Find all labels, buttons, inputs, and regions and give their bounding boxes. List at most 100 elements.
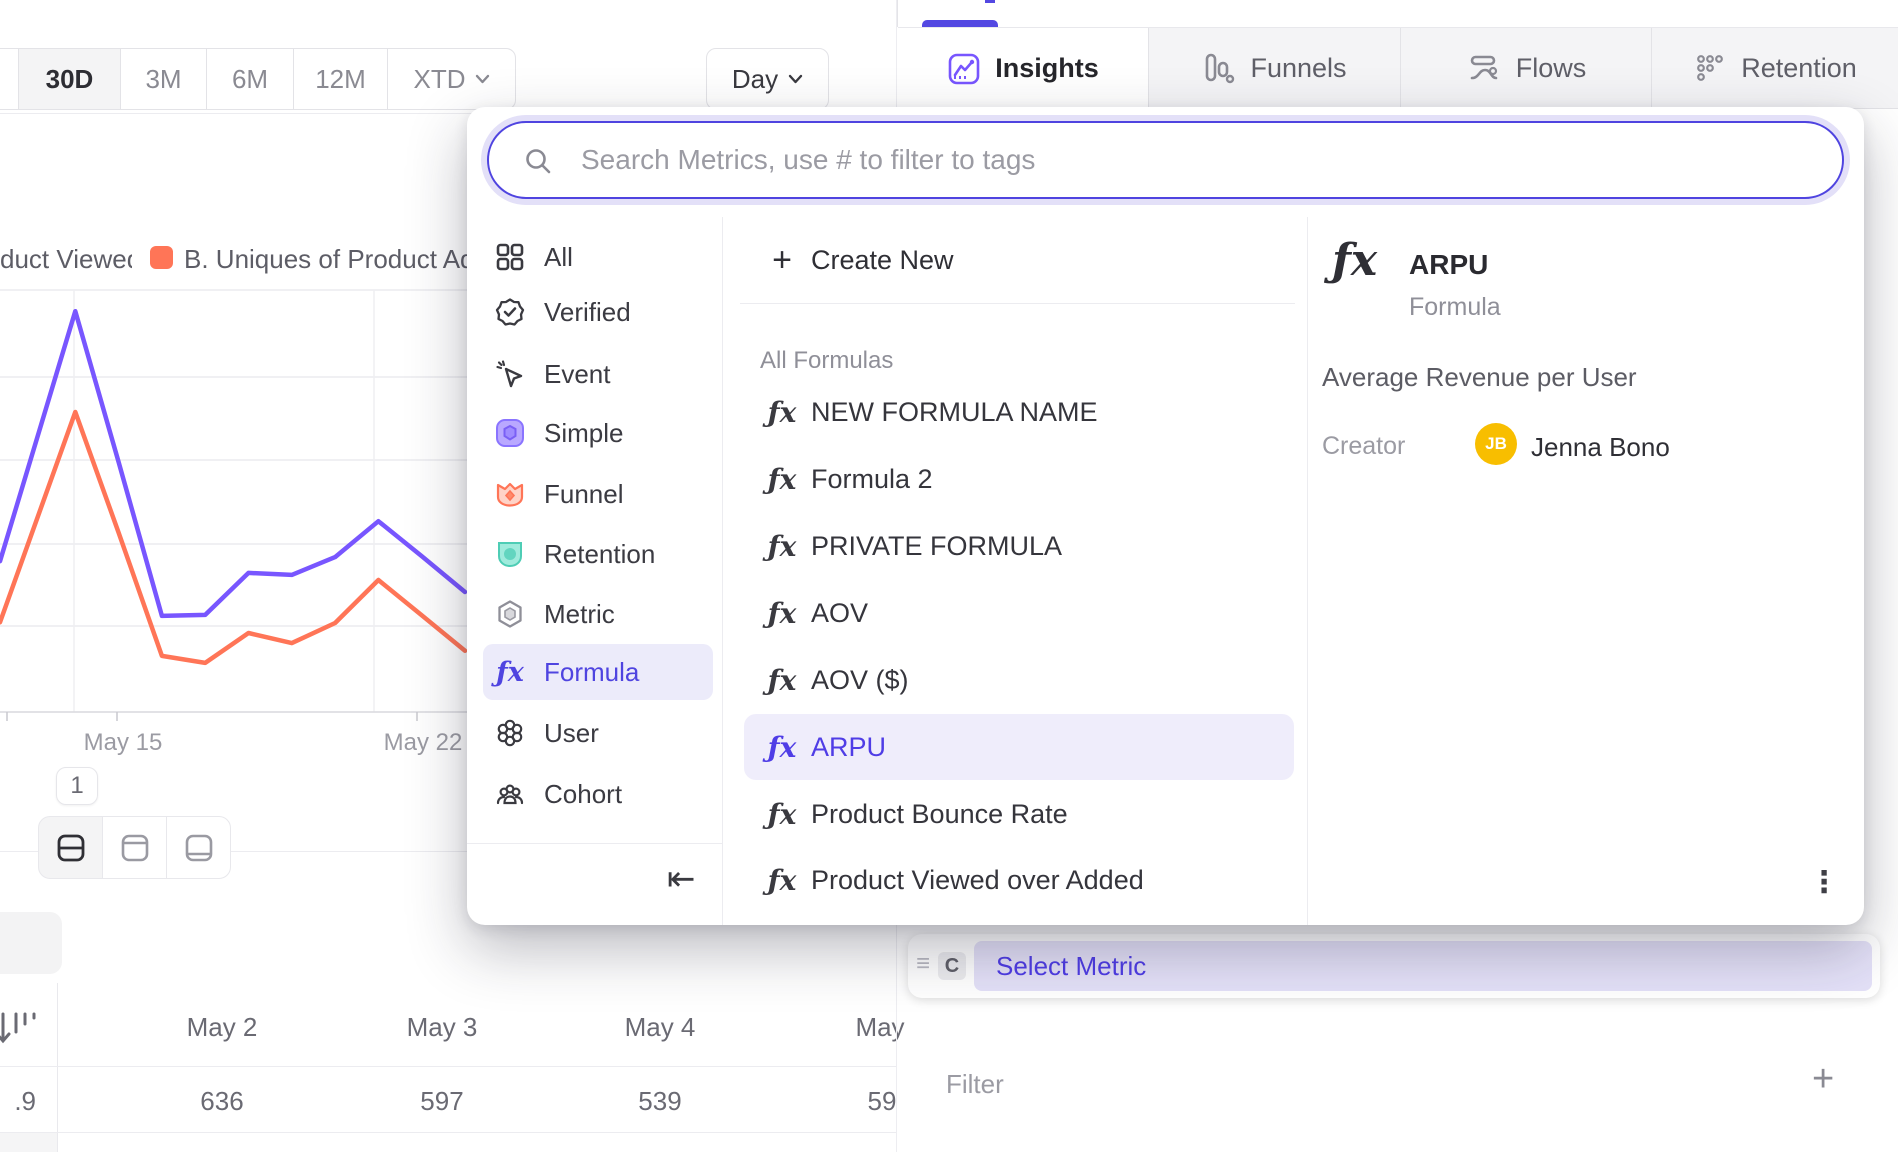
indicator-fragment <box>985 0 995 3</box>
sidebar-item-simple[interactable]: Simple <box>483 405 713 461</box>
formula-item-label: PRIVATE FORMULA <box>811 530 1063 561</box>
chart-gridlines <box>0 289 470 721</box>
fx-icon: ƒx <box>767 797 797 831</box>
tab-funnels-label: Funnels <box>1250 52 1347 83</box>
fx-icon: ƒx <box>767 663 797 697</box>
drag-handle-icon[interactable]: ≡ <box>916 950 931 977</box>
formula-list-item-selected[interactable]: ƒx ARPU <box>744 714 1294 780</box>
tab-retention-label: Retention <box>1741 52 1857 83</box>
page-number-box[interactable]: 1 <box>56 767 98 805</box>
kebab-menu-icon[interactable]: ⋮ <box>1809 866 1839 899</box>
legend-swatch-b <box>150 246 173 269</box>
search-input[interactable] <box>487 121 1844 199</box>
plus-icon: + <box>1812 1058 1835 1100</box>
table-cell: 597 <box>420 1086 464 1116</box>
search-icon <box>523 146 553 176</box>
sidebar-item-verified[interactable]: Verified <box>483 284 713 340</box>
section-divider <box>0 851 467 852</box>
time-range-12m-button[interactable]: 12M <box>293 48 388 110</box>
sidebar-item-event[interactable]: Event <box>483 346 713 402</box>
time-range-3m-button[interactable]: 3M <box>120 48 207 110</box>
layout-bottom-button[interactable] <box>166 816 231 879</box>
tab-retention[interactable]: Retention <box>1651 28 1898 109</box>
sidebar-item-label: Metric <box>544 598 615 629</box>
table-footer-shade <box>0 1133 57 1152</box>
time-range-partial-button[interactable] <box>0 48 19 110</box>
simple-shape-icon <box>494 417 526 449</box>
top-divider <box>897 0 898 27</box>
time-range-30d-button[interactable]: 30D <box>18 48 121 110</box>
formula-list-item[interactable]: ƒx Formula 2 <box>744 446 1294 512</box>
table-cell: 636 <box>200 1086 244 1116</box>
sidebar-item-user[interactable]: User <box>483 705 713 761</box>
x-axis-tick-may15: May 15 <box>83 729 163 756</box>
formula-item-label: Formula 2 <box>811 463 933 494</box>
table-column-header[interactable]: May 4 <box>624 1012 696 1042</box>
sidebar-item-formula[interactable]: ƒx Formula <box>483 644 713 700</box>
formula-list-item[interactable]: ƒx Product Bounce Rate <box>744 781 1294 847</box>
section-header: All Formulas <box>760 347 894 374</box>
formula-list-item[interactable]: ƒx Product Viewed over Added <box>744 847 1294 913</box>
collapse-panel-icon[interactable]: ⇤ <box>667 860 696 898</box>
time-range-6m-button[interactable]: 6M <box>206 48 294 110</box>
sidebar-item-funnel[interactable]: Funnel <box>483 466 713 522</box>
create-new-button[interactable]: + Create New <box>744 229 1294 291</box>
tab-flows[interactable]: Flows <box>1400 28 1651 109</box>
table-cell: 59 <box>867 1086 897 1116</box>
verified-badge-icon <box>494 296 526 328</box>
formula-list-item[interactable]: ƒx PRIVATE FORMULA <box>744 513 1294 579</box>
time-range-xtd-dropdown[interactable]: XTD <box>387 48 516 110</box>
avatar: JB <box>1475 423 1517 465</box>
chart-header-border <box>0 113 900 114</box>
sidebar-item-label: Simple <box>544 417 624 448</box>
line-chart[interactable] <box>0 278 470 778</box>
granularity-dropdown[interactable]: Day <box>706 48 829 110</box>
sort-descending-icon[interactable] <box>0 1010 36 1057</box>
layout-split-button[interactable] <box>38 816 103 879</box>
formula-item-label: NEW FORMULA NAME <box>811 396 1098 427</box>
metric-clause-card: ≡ C Select Metric <box>908 934 1880 998</box>
retention-shape-icon <box>494 538 526 570</box>
creator-name: Jenna Bono <box>1531 432 1670 462</box>
table-column-header[interactable]: May 3 <box>406 1012 478 1042</box>
sidebar-item-label: Event <box>544 358 611 389</box>
time-range-group: 30D 3M 6M 12M XTD <box>0 48 516 110</box>
sidebar-item-label: Verified <box>544 296 631 327</box>
formula-list-item[interactable]: ƒx NEW FORMULA NAME <box>744 379 1294 445</box>
sidebar-divider <box>722 217 723 925</box>
funnels-icon <box>1202 51 1236 85</box>
sidebar-footer-divider <box>467 843 722 844</box>
table-column-header[interactable]: May <box>855 1012 905 1042</box>
select-metric-button[interactable]: Select Metric <box>974 941 1872 991</box>
add-filter-button[interactable]: + <box>1812 1058 1834 1101</box>
layout-toggle-group <box>38 816 231 879</box>
cohort-people-icon <box>494 778 526 810</box>
legend-item-b-label[interactable]: B. Uniques of Product Add <box>184 244 489 274</box>
tab-funnels[interactable]: Funnels <box>1148 28 1400 109</box>
formula-list-item[interactable]: ƒx AOV <box>744 580 1294 646</box>
table-cell: 539 <box>638 1086 682 1116</box>
sidebar-item-label: Retention <box>544 538 656 569</box>
sidebar-item-cohort[interactable]: Cohort <box>483 766 713 822</box>
detail-divider <box>1307 217 1308 925</box>
table-header-border <box>0 1066 896 1067</box>
table-row-border <box>0 1132 896 1133</box>
chart-line-a <box>0 308 468 619</box>
formula-list-item[interactable]: ƒx AOV ($) <box>744 647 1294 713</box>
table-frozen-cell: .9 <box>14 1086 36 1116</box>
creator-label: Creator <box>1322 432 1406 460</box>
legend-item-a-label[interactable]: duct Viewed <box>0 244 132 274</box>
create-new-label: Create New <box>811 244 954 275</box>
sidebar-item-all[interactable]: All <box>483 229 713 285</box>
event-cursor-icon <box>494 358 526 390</box>
sidebar-item-label: Formula <box>544 656 640 687</box>
tab-insights[interactable]: Insights <box>898 28 1148 109</box>
sidebar-item-metric[interactable]: Metric <box>483 586 713 642</box>
table-corner-chip[interactable] <box>0 912 62 974</box>
granularity-label: Day <box>731 63 779 94</box>
layout-top-button[interactable] <box>102 816 167 879</box>
sidebar-item-retention[interactable]: Retention <box>483 526 713 582</box>
active-subtab-indicator <box>922 20 998 28</box>
table-column-header[interactable]: May 2 <box>186 1012 258 1042</box>
formula-item-label: AOV <box>811 597 869 628</box>
